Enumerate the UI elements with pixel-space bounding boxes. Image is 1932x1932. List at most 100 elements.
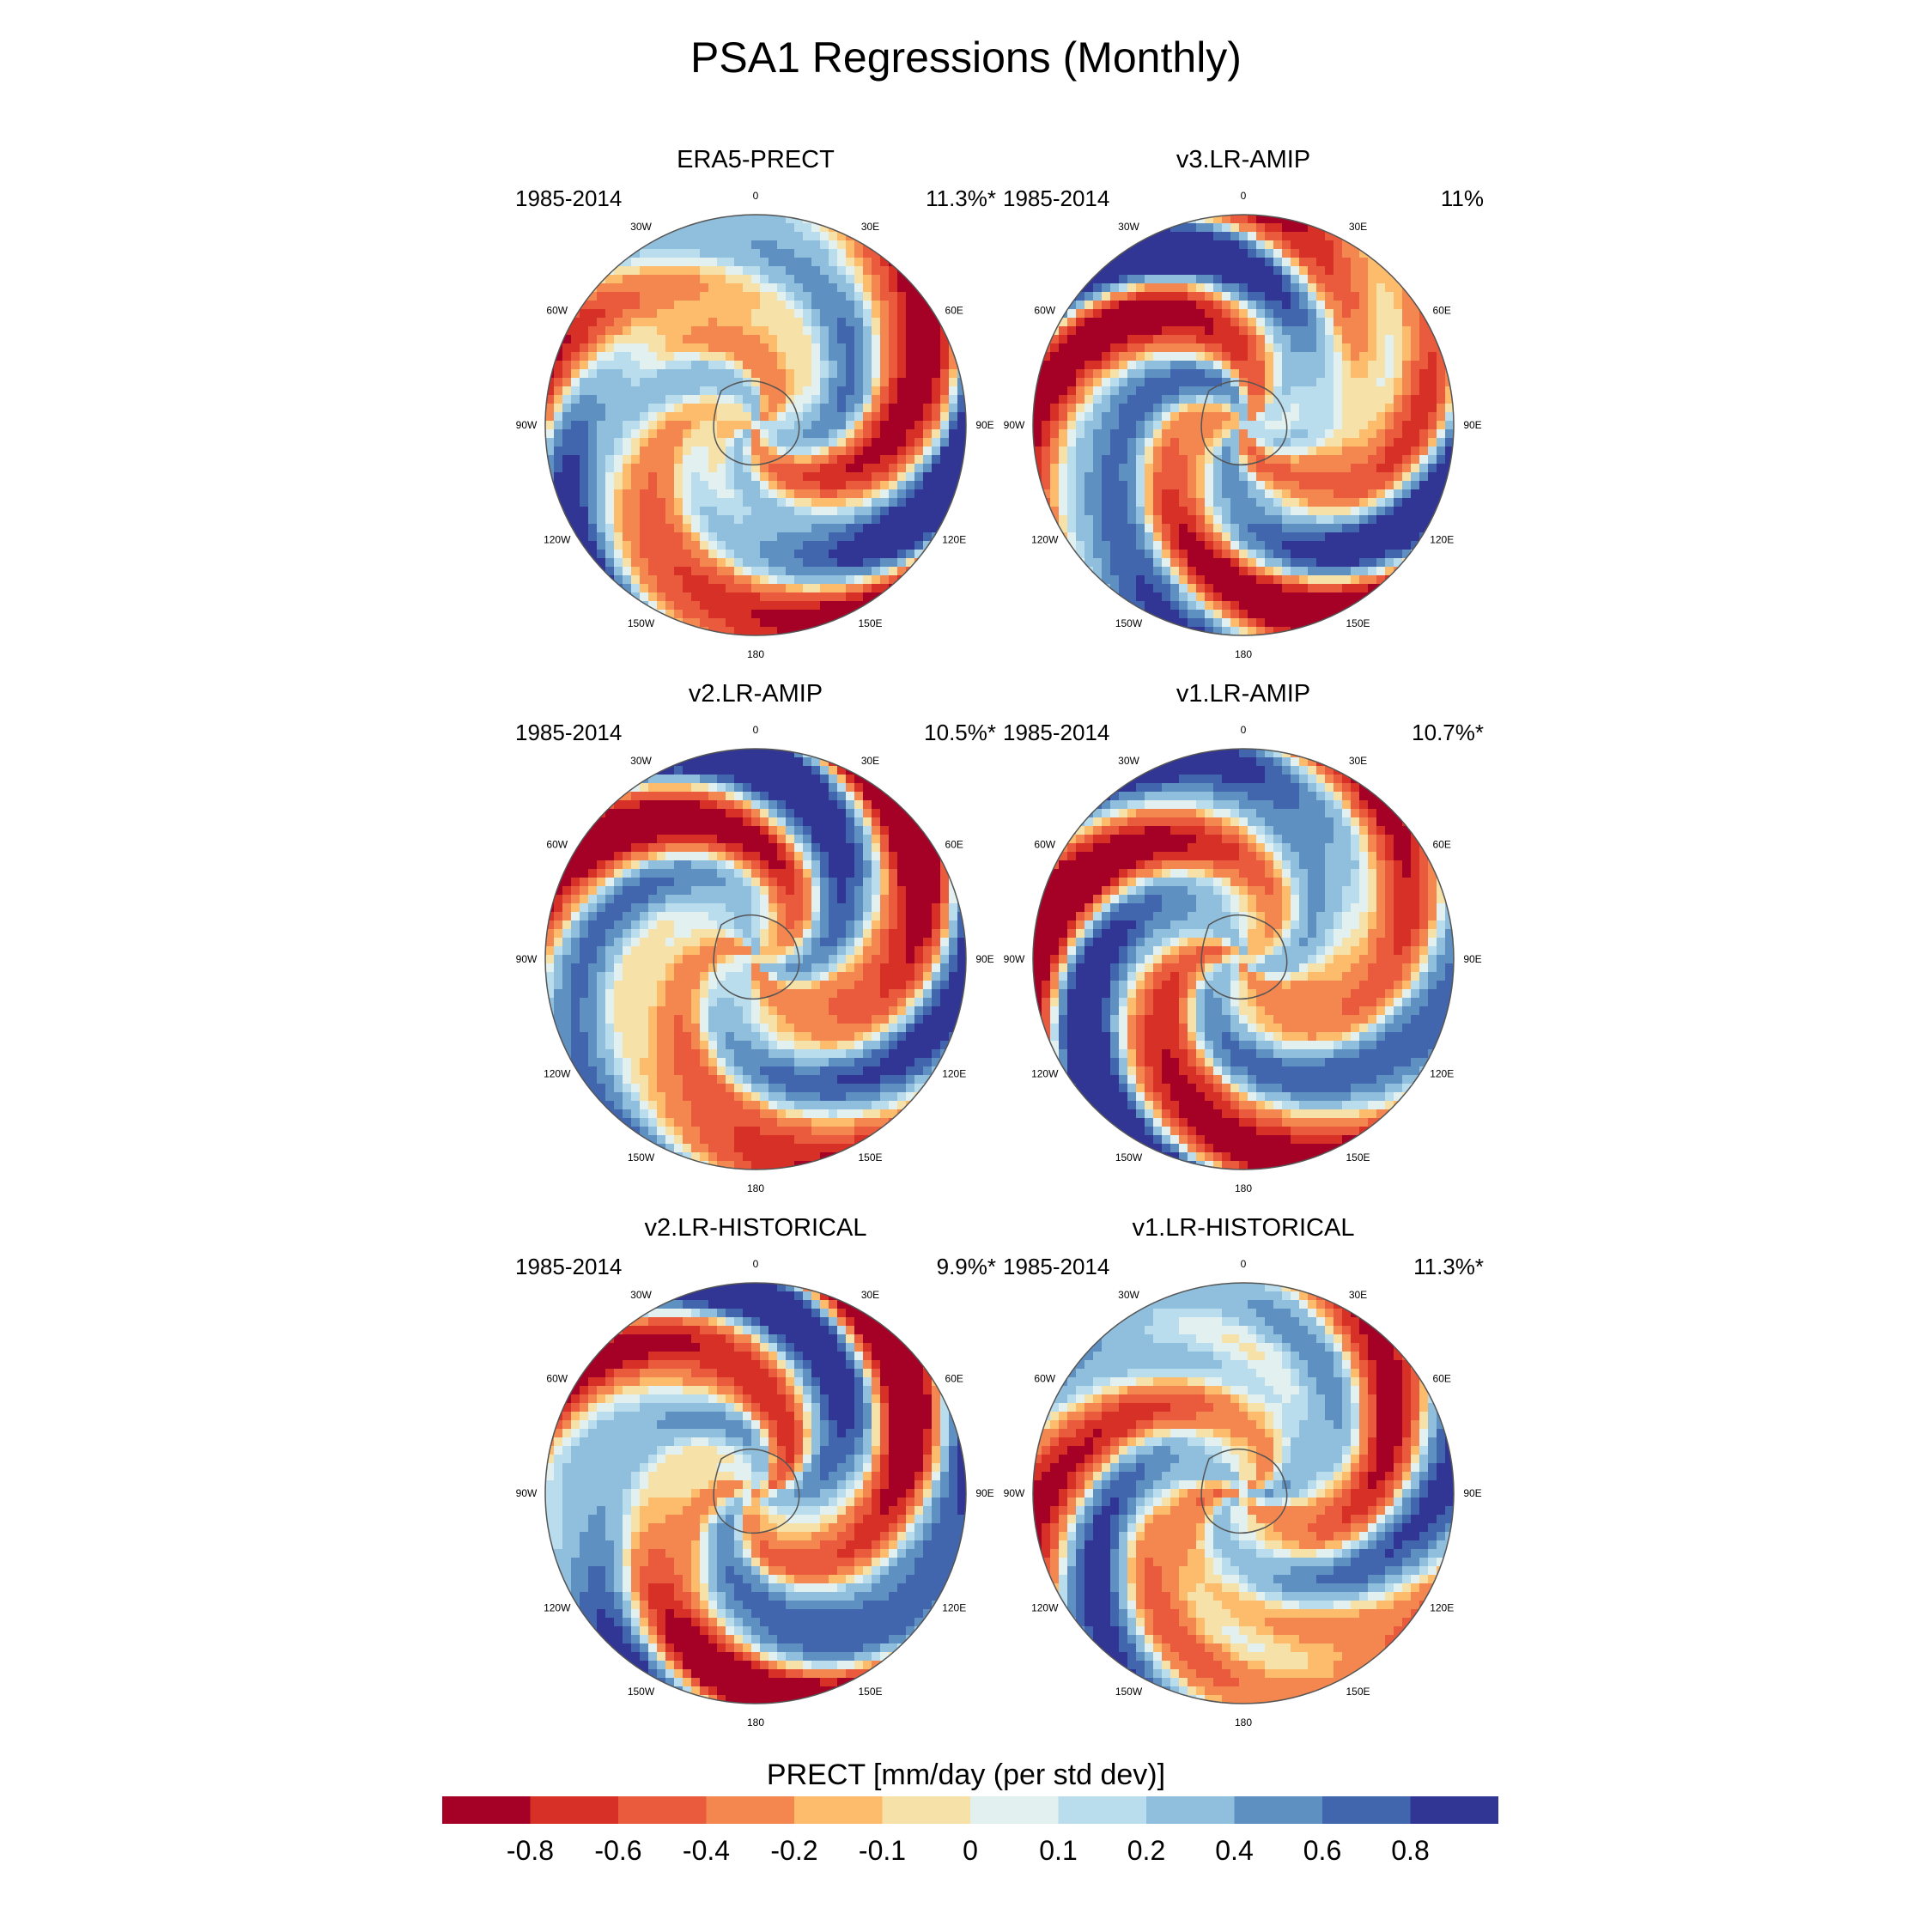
longitude-label: 60E [1433,1373,1451,1385]
colorbar-swatch [1322,1796,1411,1824]
longitude-label: 180 [1235,648,1252,660]
longitude-label: 120W [544,1602,571,1614]
longitude-label: 120W [1031,1068,1059,1080]
colorbar-swatch [1058,1796,1147,1824]
longitude-label: 150W [628,1686,655,1698]
longitude-label: 60E [1433,305,1451,317]
polar-map: 0 30E 60E 90E 120E 150E 180 150W 120W 90W 60W 30W [516,190,994,660]
map-boundary [544,214,967,636]
colorbar-swatch [794,1796,883,1824]
longitude-label: 90W [516,419,538,431]
longitude-label: 180 [747,648,764,660]
colorbar-swatch [970,1796,1059,1824]
longitude-label: 90W [516,1487,538,1499]
panel-variance-explained: 11.3%* [1413,1254,1484,1279]
map-boundary [544,1282,967,1704]
colorbar-tick-label: 0.4 [1215,1835,1253,1866]
colorbar-tick-label: 0 [963,1835,978,1866]
panel-title: v3.LR-AMIP [1176,146,1311,173]
longitude-label: 120E [942,1068,966,1080]
longitude-label: 150W [1115,1151,1143,1163]
longitude-label: 30E [861,1289,879,1301]
panel-title: v2.LR-AMIP [688,680,823,708]
panel-variance-explained: 11% [1440,185,1484,211]
longitude-label: 60W [1034,839,1055,851]
antarctica-coastline [1200,1448,1288,1534]
longitude-label: 60W [546,1373,568,1385]
longitude-label: 120W [1031,534,1059,546]
polar-map: 0 30E 60E 90E 120E 150E 180 150W 120W 90W 60W 30W [1004,190,1482,660]
colorbar-tick-label: -0.2 [770,1835,817,1866]
longitude-label: 30E [1349,221,1367,233]
longitude-label: 150W [1115,1686,1143,1698]
panel-title: v1.LR-AMIP [1176,680,1311,708]
longitude-label: 30W [1118,221,1139,233]
antarctica-coastline [1200,380,1288,466]
map-panel: ERA5-PRECT 1985-2014 11.3%* 0 30E 60E 90E 120E 1… [515,146,996,661]
colorbar-swatch [882,1796,971,1824]
longitude-label: 60W [546,839,568,851]
longitude-label: 90W [516,953,538,965]
longitude-label: 60W [1034,305,1055,317]
polar-map: 0 30E 60E 90E 120E 150E 180 150W 120W 90W 60W 30W [516,724,994,1194]
panel-variance-explained: 10.7%* [1412,720,1484,745]
longitude-label: 30E [861,755,879,767]
colorbar-swatch [618,1796,707,1824]
longitude-label: 0 [1241,1258,1247,1270]
longitude-label: 120E [1430,1068,1454,1080]
precip-field [1033,749,1454,1170]
map-boundary [544,748,967,1170]
longitude-label: 120E [942,1602,966,1614]
longitude-label: 120W [544,534,571,546]
longitude-label: 60W [546,305,568,317]
antarctica-coastline [713,914,800,1000]
longitude-label: 90E [1463,419,1481,431]
longitude-label: 150W [628,1151,655,1163]
antarctica-coastline [713,380,800,466]
polar-map: 0 30E 60E 90E 120E 150E 180 150W 120W 90W 60W 30W [1004,1258,1482,1728]
longitude-label: 90W [1004,1487,1025,1499]
longitude-label: 30E [1349,755,1367,767]
panel-variance-explained: 10.5%* [924,720,996,745]
longitude-label: 90W [1004,953,1025,965]
longitude-label: 0 [1241,190,1247,202]
longitude-label: 150E [858,617,882,629]
longitude-label: 150W [1115,617,1143,629]
longitude-label: 90E [975,1487,993,1499]
longitude-label: 30E [861,221,879,233]
colorbar-tick-label: 0.1 [1039,1835,1077,1866]
colorbar-swatch [442,1796,531,1824]
longitude-label: 120E [942,534,966,546]
longitude-label: 90W [1004,419,1025,431]
colorbar-swatch [1146,1796,1235,1824]
antarctica-coastline [1200,914,1288,1000]
longitude-label: 60E [945,839,963,851]
colorbar-title: PRECT [mm/day (per std dev)] [766,1759,1166,1791]
longitude-label: 180 [747,1716,764,1728]
longitude-label: 90E [1463,953,1481,965]
colorbar-swatch [1234,1796,1323,1824]
panel-title: v2.LR-HISTORICAL [644,1214,867,1242]
longitude-label: 180 [1235,1182,1252,1194]
map-boundary [1032,1282,1455,1704]
panel-variance-explained: 9.9%* [936,1254,996,1279]
longitude-label: 180 [747,1182,764,1194]
longitude-label: 60E [945,1373,963,1385]
panel-period: 1985-2014 [1003,720,1110,745]
antarctica-coastline [713,1448,800,1534]
longitude-label: 30W [1118,1289,1139,1301]
longitude-label: 150E [1346,1151,1370,1163]
panel-title: ERA5-PRECT [677,146,835,173]
longitude-label: 120E [1430,534,1454,546]
longitude-label: 150E [858,1686,882,1698]
longitude-label: 120W [544,1068,571,1080]
map-panel: v2.LR-AMIP 1985-2014 10.5%* 0 30E 60E 90E 120E 1… [515,680,996,1195]
longitude-label: 30W [630,1289,652,1301]
longitude-label: 0 [753,190,759,202]
colorbar-tick-label: -0.4 [683,1835,730,1866]
longitude-label: 0 [1241,724,1247,736]
longitude-label: 90E [1463,1487,1481,1499]
panel-period: 1985-2014 [515,1254,623,1279]
longitude-label: 30E [1349,1289,1367,1301]
panel-period: 1985-2014 [515,720,623,745]
